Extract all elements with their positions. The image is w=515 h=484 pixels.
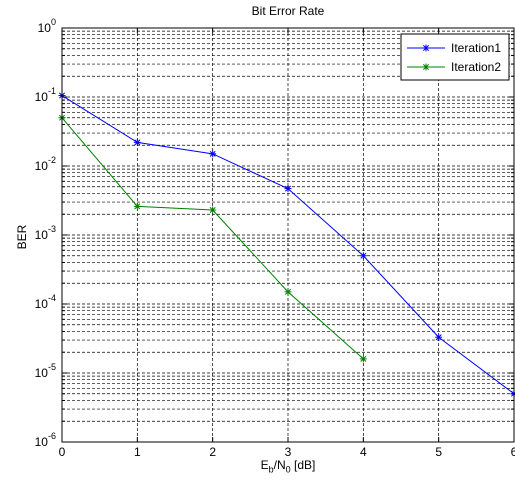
series-lines [58,92,515,398]
data-point [422,63,430,71]
legend-label-1: Iteration1 [451,41,501,55]
x-label-e: E [260,458,269,472]
marker-stroke [423,45,429,51]
x-tick-label: 3 [285,445,292,459]
data-point [284,185,292,193]
x-tick-label: 0 [59,445,66,459]
y-tick-label: 100 [38,17,56,35]
data-point [133,138,141,146]
grid-lines [62,28,514,443]
data-point [209,206,217,214]
data-point [284,288,292,296]
data-point [133,202,141,210]
marker-stroke [285,288,291,295]
marker-stroke [209,207,216,214]
x-tick-label: 5 [435,445,442,459]
data-point [422,44,430,52]
marker-stroke [360,252,367,259]
x-label-n: /N [273,458,286,472]
y-tick-label: 10-1 [35,86,56,104]
legend-box [400,33,510,81]
y-tick-label: 10-5 [35,362,56,380]
marker-stroke [134,203,141,210]
y-axis-label: BER [15,224,29,250]
legend: Iteration1 Iteration2 [400,33,510,81]
x-tick-label: 6 [511,445,515,459]
data-point [359,252,367,260]
y-tick-label: 10-2 [35,155,56,173]
x-tick-label: 1 [134,445,141,459]
marker-stroke [435,334,442,341]
x-label-sub-b: b [268,464,274,475]
marker-stroke [134,139,141,146]
data-point [359,355,367,363]
plot-frame [61,27,515,443]
marker-stroke [209,150,216,157]
marker-stroke [285,185,291,192]
marker-stroke [360,355,367,362]
x-tick-label: 2 [209,445,216,459]
y-tick-label: 10-4 [35,293,56,311]
x-tick-label: 4 [360,445,367,459]
y-tick-label: 10-6 [35,431,56,449]
legend-label-2: Iteration2 [451,60,501,74]
marker-stroke [423,64,429,70]
x-label-sub-0: 0 [285,464,291,475]
x-axis-label: Eb/N0 [dB] [62,458,514,474]
chart-title: Bit Error Rate [251,4,325,18]
x-label-unit: [dB] [290,458,316,472]
data-point [209,150,217,158]
y-tick-label: 10-3 [35,224,56,242]
data-point [435,333,443,341]
